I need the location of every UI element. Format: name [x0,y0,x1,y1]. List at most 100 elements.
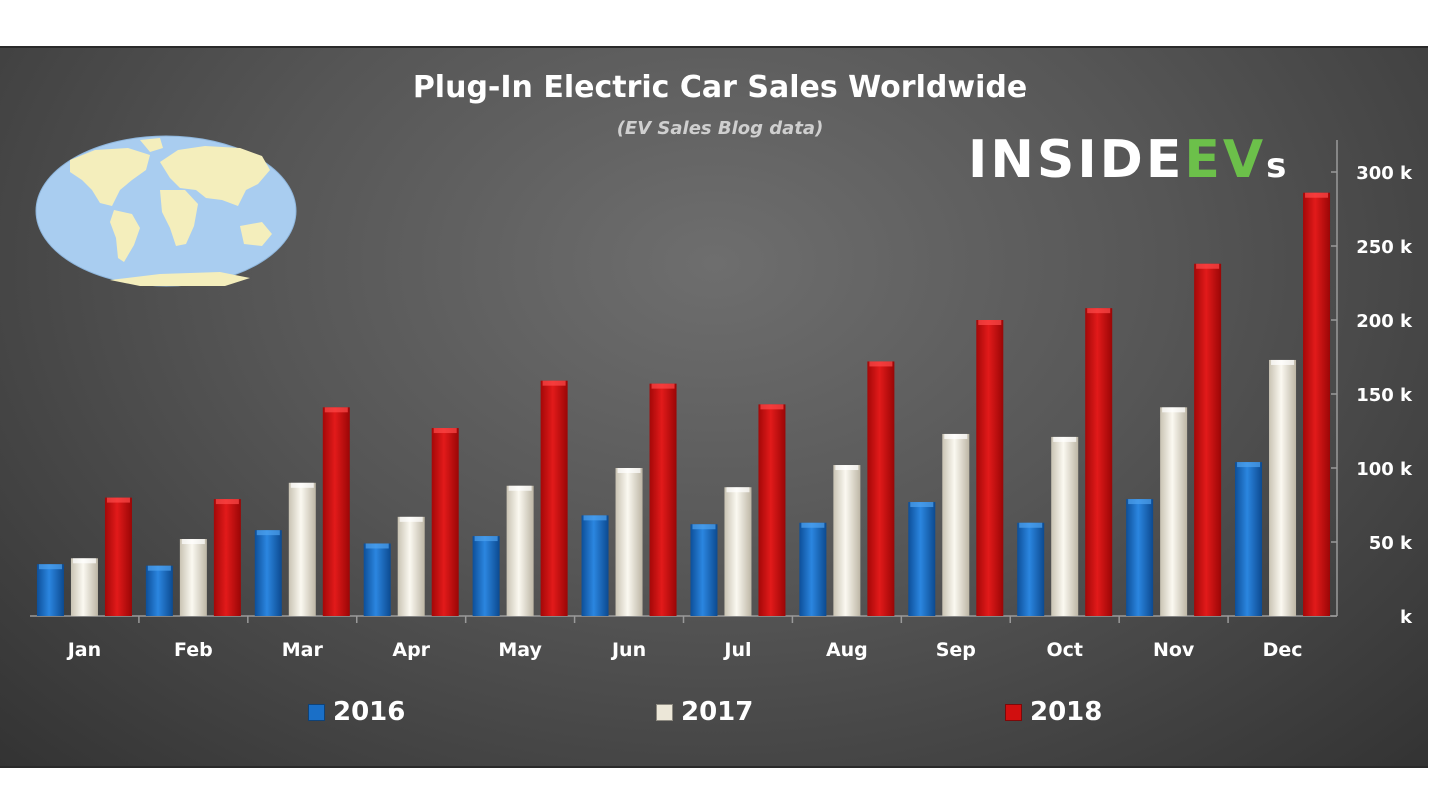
bar-top-2016-feb [147,565,171,571]
map-africa [160,190,198,246]
legend-label-2017: 2017 [681,697,754,727]
bar-2016-may [472,536,500,616]
legend-swatch-2018 [1005,703,1022,721]
legend-item-2016: 2016 [308,697,405,727]
bar-2018-oct [1085,308,1113,616]
legend-swatch-2017 [656,703,673,721]
bar-2016-oct [1017,522,1045,616]
logo-part-s: s [1266,146,1290,186]
bar-2017-jan [70,558,98,616]
bar-top-2017-mar [290,482,314,488]
map-antarctica [110,272,250,286]
bar-top-2017-jan [72,558,96,564]
bar-2017-oct [1051,436,1079,616]
bar-top-2017-apr [399,516,423,522]
bar-2017-may [506,485,534,616]
y-tick-label: 50 k [1369,533,1413,554]
bar-2017-nov [1160,407,1188,616]
logo-part-inside: INSIDE [968,130,1185,190]
bar-2018-jul [758,404,786,616]
x-tick-label-feb: Feb [174,639,213,661]
bar-top-2016-dec [1237,462,1261,468]
bar-top-2016-jan [38,564,62,570]
bar-top-2017-aug [835,465,859,471]
x-tick-label-sep: Sep [936,639,976,661]
bar-2016-dec [1235,462,1263,616]
x-tick-label-dec: Dec [1263,639,1303,661]
legend-label-2016: 2016 [333,697,406,727]
bar-top-2018-nov [1196,263,1220,269]
bar-2017-apr [397,516,425,616]
map-europe-asia [160,146,270,206]
legend-item-2017: 2017 [656,697,753,727]
x-tick-label-mar: Mar [282,639,324,661]
y-tick-label: 200 k [1356,311,1413,332]
x-categories-group: Jan Feb Mar Apr May Jun Jul Aug Sep Oct Nov Dec [66,616,1303,661]
bar-2018-nov [1194,263,1222,616]
map-australia [240,222,272,246]
y-ticks-group: k 50 k 100 k 150 k 200 k 250 k 300 k [1331,163,1413,628]
bar-top-2017-oct [1053,436,1077,442]
bar-2016-sep [908,502,936,616]
bar-top-2016-may [474,536,498,542]
bar-top-2016-aug [801,522,825,528]
bar-2016-jun [581,515,609,616]
bar-top-2016-apr [365,543,389,549]
x-tick-label-apr: Apr [392,639,430,661]
logo-part-ev: EV [1184,130,1267,190]
bar-top-2017-sep [944,433,968,439]
bar-top-2016-jun [583,515,607,521]
bar-top-2017-jul [726,487,750,493]
x-tick-label-nov: Nov [1153,639,1195,661]
legend-item-2018: 2018 [1005,697,1102,727]
bar-2016-feb [145,565,173,616]
bar-top-2018-aug [869,361,893,367]
x-tick-label-jan: Jan [66,639,101,661]
legend-swatch-2016 [308,703,325,721]
bar-2018-dec [1303,192,1331,616]
bar-top-2018-jun [651,383,675,389]
map-greenland [140,138,163,152]
map-south-america [110,210,140,262]
y-tick-label: 250 k [1356,237,1413,258]
bar-top-2018-sep [978,320,1002,325]
bar-top-2017-feb [181,539,205,545]
x-tick-label-oct: Oct [1046,639,1083,661]
x-tick-label-jun: Jun [610,639,646,661]
bar-2017-aug [833,465,861,616]
bars-group [36,192,1331,616]
bar-2017-dec [1269,359,1297,616]
bar-2018-apr [431,428,459,616]
bar-top-2018-jan [106,497,130,503]
y-tick-label: 100 k [1356,459,1413,480]
bar-top-2018-may [542,380,566,386]
y-tick-label: k [1400,607,1413,628]
bar-top-2018-jul [760,404,784,410]
bar-top-2018-oct [1087,308,1111,314]
bar-top-2018-feb [215,499,239,505]
bar-2018-jan [104,497,132,616]
bar-2018-sep [976,320,1004,616]
insideevs-logo: INSIDEEVs [968,130,1289,190]
bar-2016-jul [690,524,718,616]
bar-top-2016-sep [910,502,934,508]
bar-2016-apr [363,543,391,616]
bar-top-2018-apr [433,428,457,434]
bar-top-2017-may [508,485,532,491]
bar-top-2017-jun [617,468,641,473]
legend-label-2018: 2018 [1030,697,1103,727]
bar-2016-jan [36,564,64,616]
x-tick-label-jul: Jul [722,639,751,661]
bar-2017-jun [615,468,643,616]
bar-2016-nov [1126,499,1154,616]
world-map-icon [35,135,297,287]
bar-2016-aug [799,522,827,616]
bar-top-2016-jul [692,524,716,530]
bar-top-2016-nov [1128,499,1152,505]
bar-top-2018-mar [324,407,348,413]
x-tick-label-aug: Aug [826,639,868,661]
bar-2017-mar [288,482,316,616]
bar-2018-jun [649,383,677,616]
bar-2018-may [540,380,568,616]
